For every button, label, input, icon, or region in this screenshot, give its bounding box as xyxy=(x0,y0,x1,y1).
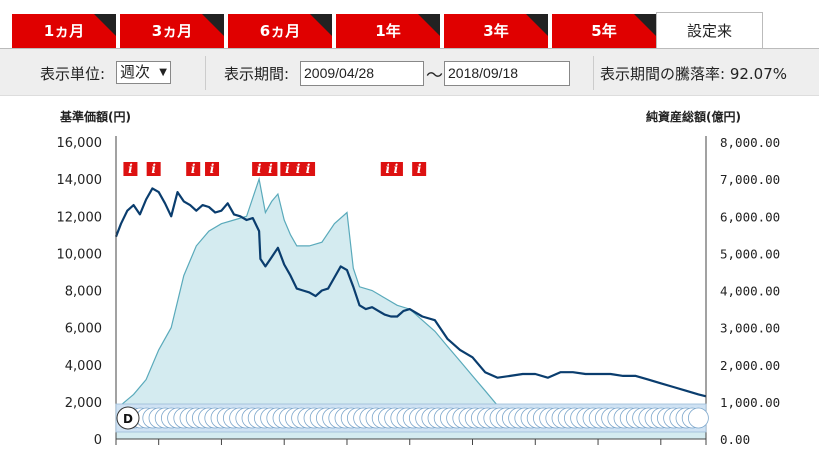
tab-1-month[interactable]: 1ヵ月 xyxy=(12,14,116,48)
tab-corner-decoration xyxy=(634,14,656,36)
right-tick-label: 6,000.00 xyxy=(720,209,780,224)
start-date-value: 2009/04/28 xyxy=(304,65,375,81)
tab-since-inception-label: 設定来 xyxy=(686,22,732,40)
dividend-badge xyxy=(116,406,140,430)
tab-corner-decoration xyxy=(526,14,548,36)
display-unit-select[interactable]: 週次 ▼ xyxy=(116,61,171,84)
info-marker-label: i xyxy=(306,162,311,176)
tab-3-years-label: 3年 xyxy=(483,22,509,40)
info-marker-icon xyxy=(123,162,138,176)
right-tick-label: 1,000.00 xyxy=(720,395,780,410)
info-marker-icon xyxy=(301,162,316,176)
start-date-input[interactable]: 2009/04/28 xyxy=(300,61,424,86)
tab-3-months[interactable]: 3ヵ月 xyxy=(120,14,224,48)
end-date-value: 2018/09/18 xyxy=(448,65,519,81)
info-marker-icon xyxy=(146,162,161,176)
right-tick-label: 0.00 xyxy=(720,432,750,447)
period-tilde: 〜 xyxy=(426,66,443,86)
info-marker-icon xyxy=(205,162,220,176)
info-marker-label: i xyxy=(394,162,399,176)
plot-area: 16,000 14,000 12,000 10,000 8,000 6,000 4,000 2… xyxy=(57,135,781,448)
info-marker-label: i xyxy=(385,162,390,176)
right-tick-label: 5,000.00 xyxy=(720,246,780,261)
info-marker-icon xyxy=(252,162,267,176)
left-tick-label: 16,000 xyxy=(57,136,103,151)
tab-3-months-label: 3ヵ月 xyxy=(151,22,193,40)
end-date-input[interactable]: 2018/09/18 xyxy=(444,61,570,86)
left-tick-label: 12,000 xyxy=(57,210,103,225)
left-tick-label: 6,000 xyxy=(65,322,102,337)
tab-5-years-label: 5年 xyxy=(591,22,617,40)
tab-1-year[interactable]: 1年 xyxy=(336,14,440,48)
left-tick-label: 0 xyxy=(94,433,102,448)
right-tick-label: 4,000.00 xyxy=(720,284,780,299)
tab-corner-decoration xyxy=(418,14,440,36)
right-tick-label: 3,000.00 xyxy=(720,321,780,336)
tab-corner-decoration xyxy=(202,14,224,36)
left-tick-label: 2,000 xyxy=(65,396,102,411)
tab-1-month-label: 1ヵ月 xyxy=(43,22,85,40)
info-marker-icon xyxy=(263,162,278,176)
right-tick-label: 7,000.00 xyxy=(720,172,780,187)
left-tick-label: 4,000 xyxy=(65,359,102,374)
period-tabs: 1ヵ月 3ヵ月 6ヵ月 1年 3年 5年 設定来 xyxy=(0,0,819,49)
nav-price-line xyxy=(114,187,707,398)
tab-1-year-label: 1年 xyxy=(375,22,401,40)
info-marker-label: i xyxy=(128,162,133,176)
tab-6-months-label: 6ヵ月 xyxy=(259,22,301,40)
info-marker-label: i xyxy=(268,162,273,176)
left-tick-label: 10,000 xyxy=(57,247,103,262)
info-marker-label: i xyxy=(296,162,301,176)
tab-6-months[interactable]: 6ヵ月 xyxy=(228,14,332,48)
display-unit-label: 表示単位: xyxy=(40,65,106,83)
tab-corner-decoration xyxy=(310,14,332,36)
info-marker-label: i xyxy=(151,162,156,176)
tab-3-years[interactable]: 3年 xyxy=(444,14,548,48)
controls-separator xyxy=(205,56,206,90)
fund-performance-chart: 基準価額(円) 純資産総額(億円) 16,000 14,000 12,000 10,0… xyxy=(57,109,781,448)
dropdown-arrow-icon: ▼ xyxy=(159,67,167,78)
display-unit-value: 週次 xyxy=(120,63,151,81)
info-marker-label: i xyxy=(257,162,262,176)
left-axis-label: 基準価額(円) xyxy=(59,109,131,124)
info-marker-label: i xyxy=(417,162,422,176)
right-tick-label: 2,000.00 xyxy=(720,358,780,373)
tab-5-years[interactable]: 5年 xyxy=(552,14,656,48)
info-marker-icon xyxy=(280,162,295,176)
controls-bar: 表示単位: 週次 ▼ 表示期間: 2009/04/28 〜 2018/09/18 … xyxy=(0,48,819,96)
right-tick-label: 8,000.00 xyxy=(720,135,780,150)
right-axis-label: 純資産総額(億円) xyxy=(646,109,741,124)
info-marker-label: i xyxy=(191,162,196,176)
controls-separator xyxy=(593,56,594,90)
left-tick-label: 8,000 xyxy=(65,285,102,300)
left-tick-label: 14,000 xyxy=(57,173,103,188)
info-marker-label: i xyxy=(210,162,215,176)
dividend-marker xyxy=(688,407,709,429)
net-assets-area xyxy=(116,179,706,439)
tab-since-inception[interactable]: 設定来 xyxy=(656,12,763,49)
info-marker-icon xyxy=(412,162,427,176)
tab-corner-decoration xyxy=(94,14,116,36)
info-marker-icon xyxy=(186,162,201,176)
info-marker-label: i xyxy=(285,162,290,176)
dividend-badge-label: D xyxy=(123,412,133,426)
display-period-label: 表示期間: xyxy=(224,65,290,83)
period-change-rate: 表示期間の騰落率: 92.07% xyxy=(600,65,788,83)
info-marker-icon xyxy=(388,162,403,176)
